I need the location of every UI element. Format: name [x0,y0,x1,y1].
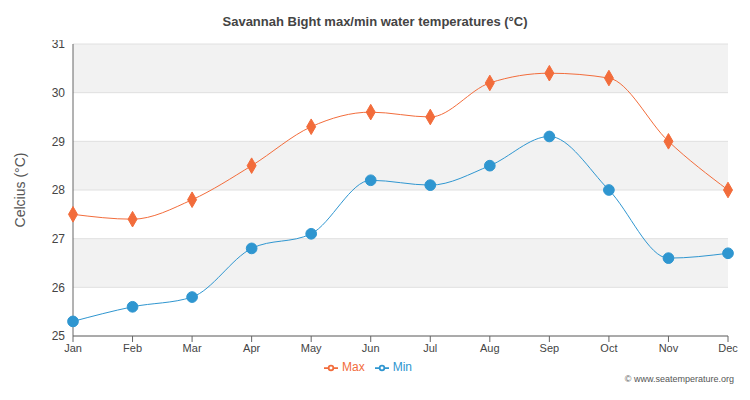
svg-text:29: 29 [52,135,66,149]
svg-text:28: 28 [52,183,66,197]
svg-text:May: May [301,342,322,354]
svg-text:Jun: Jun [362,342,380,354]
svg-text:30: 30 [52,86,66,100]
svg-text:Sep: Sep [540,342,560,354]
html-text:Min: Min [392,360,412,374]
svg-text:Dec: Dec [718,342,738,354]
svg-text:31: 31 [52,40,66,51]
svg-text:Jan: Jan [64,342,82,354]
svg-text:Aug: Aug [480,342,500,354]
html-text:Max: Max [342,360,365,374]
svg-text:Feb: Feb [123,342,142,354]
html-text:Savannah Bight max/min water t: Savannah Bight max/min water temperature… [222,14,528,29]
svg-text:Nov: Nov [659,342,679,354]
svg-text:Mar: Mar [183,342,202,354]
svg-text:27: 27 [52,232,66,246]
svg-text:26: 26 [52,281,66,295]
svg-text:Oct: Oct [600,342,617,354]
svg-text:Celcius (°C): Celcius (°C) [12,153,28,228]
svg-text:Jul: Jul [423,342,437,354]
svg-text:Apr: Apr [243,342,260,354]
html-text:© www.seatemperature.org: © www.seatemperature.org [624,374,734,384]
svg-text:25: 25 [52,329,66,343]
